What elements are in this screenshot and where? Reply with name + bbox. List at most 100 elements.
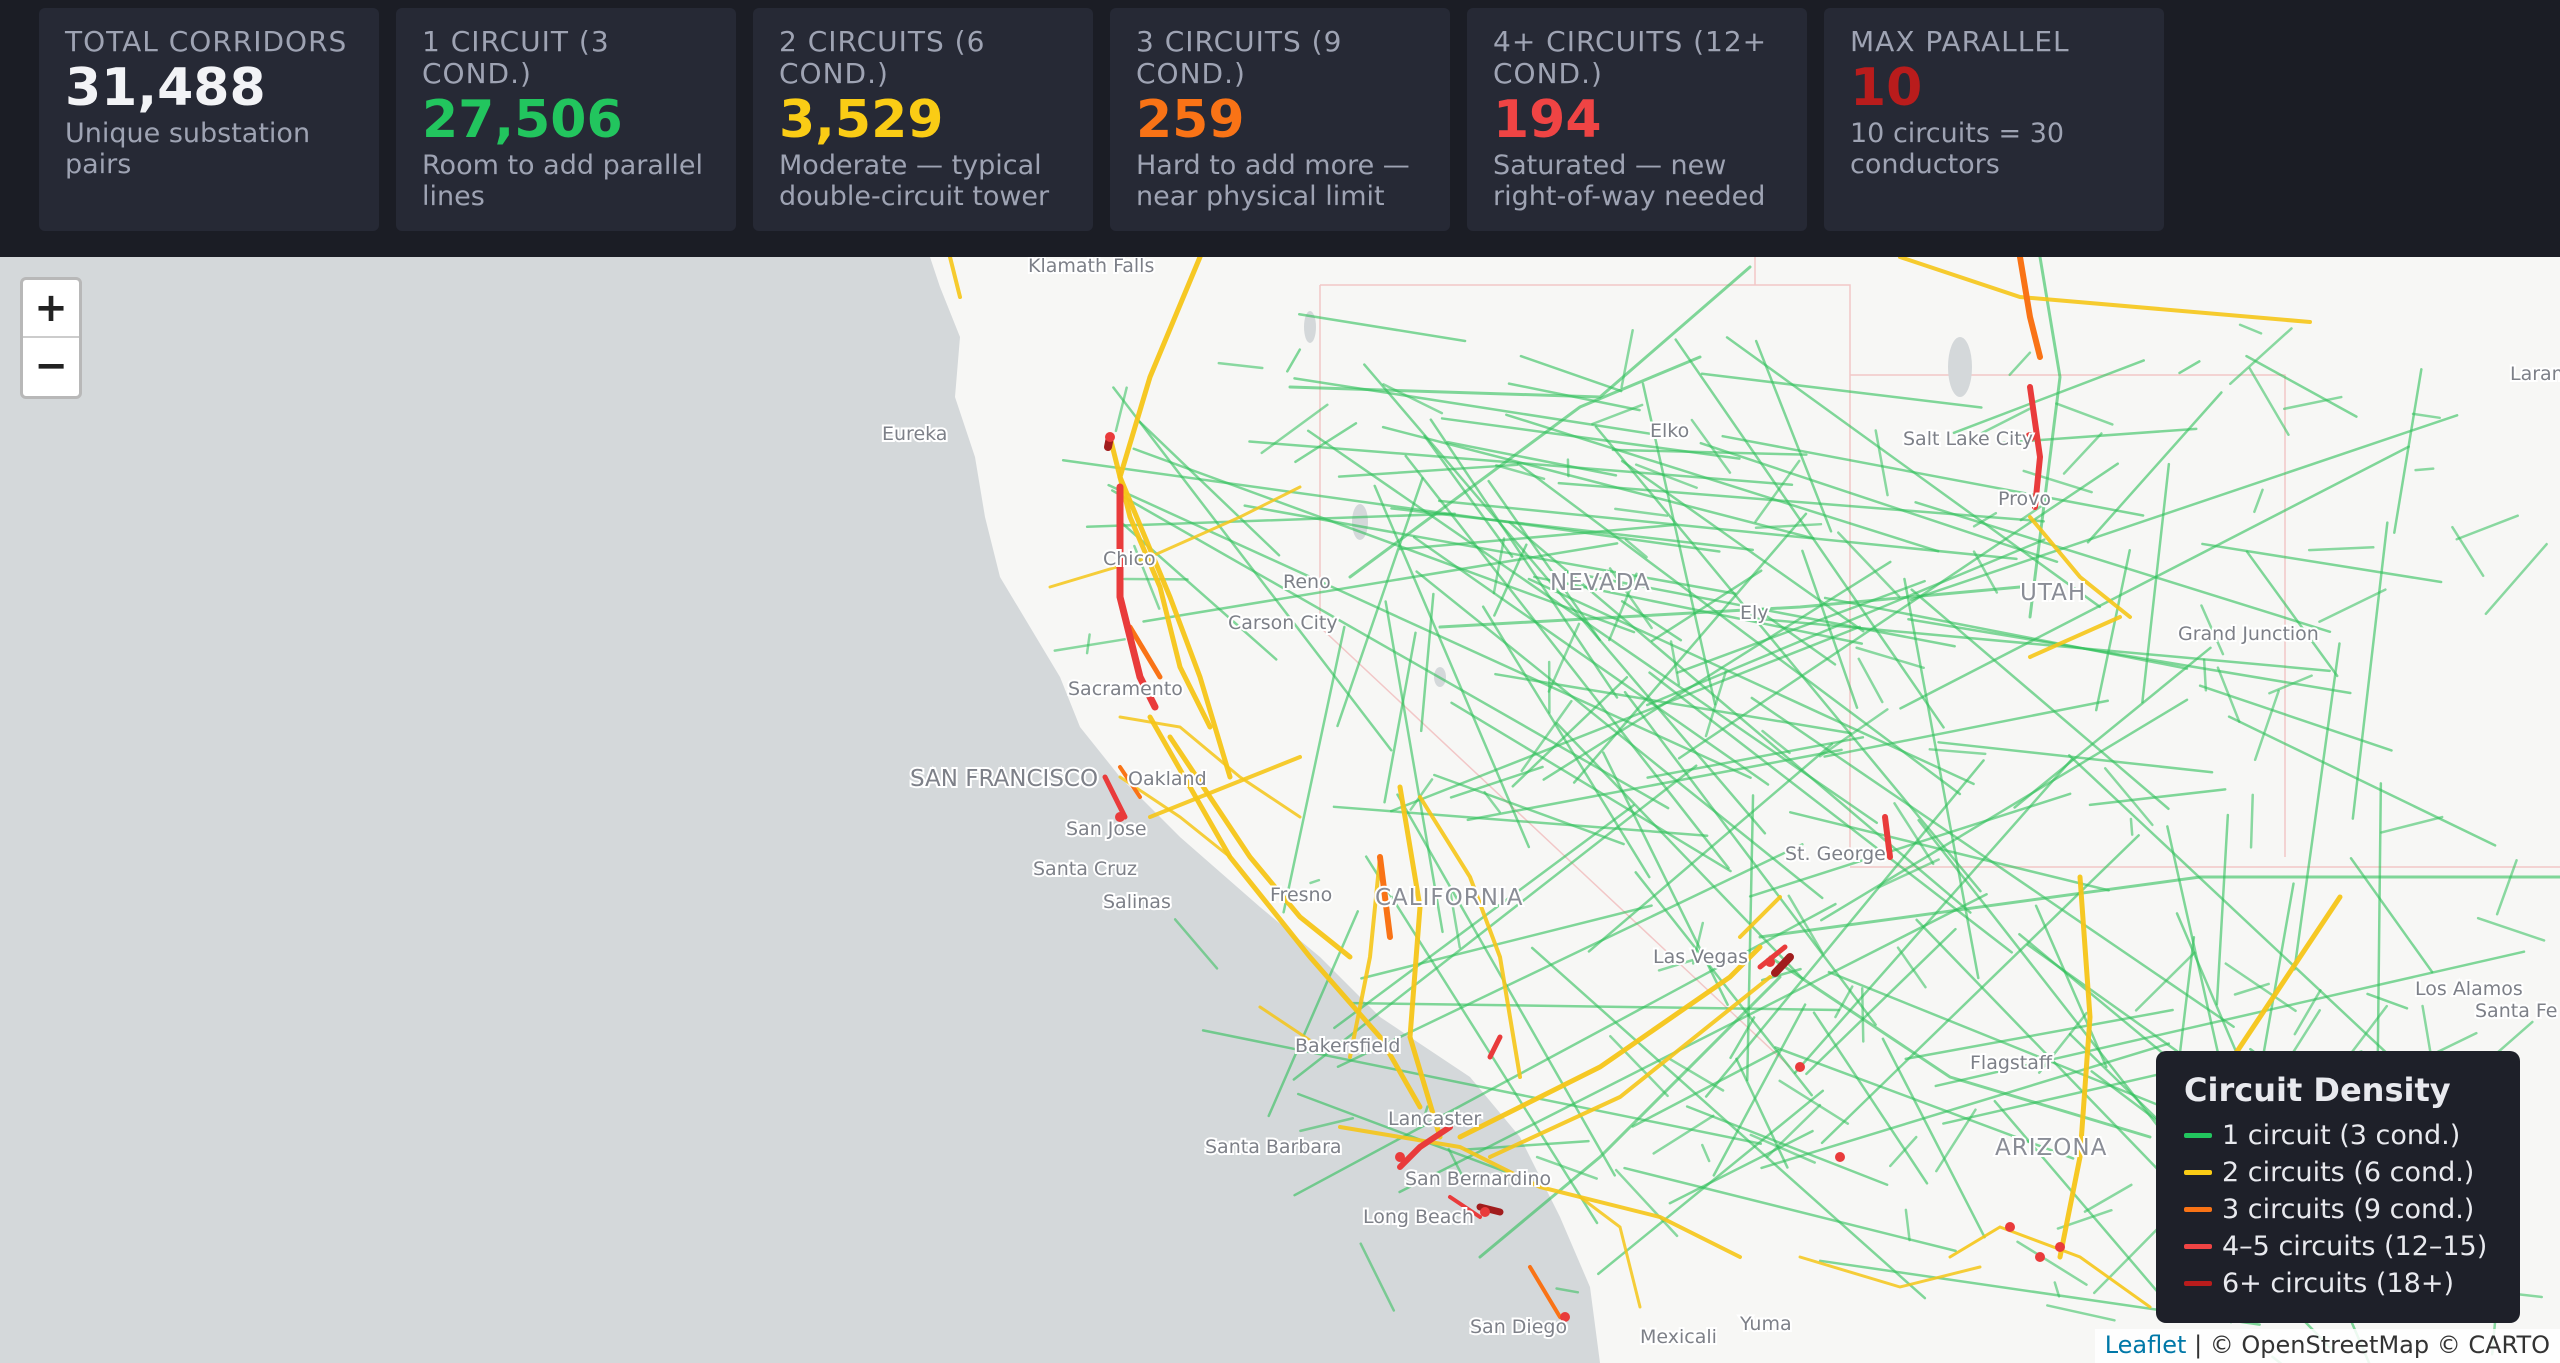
- legend-label: 3 circuits (9 cond.): [2222, 1194, 2475, 1225]
- power-line: [1118, 775, 1232, 859]
- power-line: [2227, 715, 2497, 847]
- city-label: Mexicali: [1640, 1326, 1717, 1348]
- power-line: [2134, 951, 2196, 1012]
- power-line: [1634, 463, 1698, 489]
- power-line: [1309, 878, 1321, 885]
- power-line: [1701, 1143, 1711, 1163]
- power-line: [2067, 754, 2391, 1057]
- legend-label: 1 circuit (3 cond.): [2222, 1120, 2461, 1151]
- power-line: [2201, 542, 2443, 584]
- power-line: [1972, 511, 1998, 528]
- legend-label: 2 circuits (6 cond.): [2222, 1157, 2475, 1188]
- stat-subtitle: Saturated — new right-of-way needed: [1493, 150, 1766, 212]
- city-label: Oakland: [1128, 768, 1207, 790]
- power-line: [1364, 855, 1599, 1225]
- power-line: [1118, 715, 1302, 819]
- state-label: UTAH: [2020, 580, 2086, 606]
- power-line: [1948, 1225, 2152, 1309]
- power-line: [1282, 625, 1346, 914]
- power-line: [1547, 622, 1581, 693]
- city-label: Flagstaff: [1970, 1052, 2053, 1074]
- power-line: [1700, 372, 1983, 409]
- zoom-out-button[interactable]: −: [34, 343, 68, 389]
- power-line: [1112, 386, 1393, 752]
- power-line: [1419, 592, 1435, 733]
- power-line: [1789, 811, 2110, 892]
- map-view[interactable]: NEVADA UTAH CALIFORNIA ARIZONA SAN FRANC…: [0, 257, 2560, 1363]
- power-line: [1288, 265, 1752, 399]
- legend-label: 6+ circuits (18+): [2222, 1268, 2454, 1299]
- power-line: [1457, 944, 1763, 1140]
- city-label: Klamath Falls: [1028, 257, 1154, 277]
- leaflet-link[interactable]: Leaflet: [2104, 1331, 2187, 1359]
- power-line: [1450, 701, 1732, 873]
- legend-item: 4–5 circuits (12–15): [2184, 1228, 2492, 1265]
- power-line: [1258, 1005, 1322, 1049]
- power-line: [1286, 348, 1302, 373]
- power-line: [1676, 579, 1926, 674]
- city-label: Fresno: [1270, 884, 1332, 906]
- power-line: [1147, 714, 1423, 1110]
- power-line: [1834, 985, 1854, 1019]
- power-line: [1893, 802, 1935, 866]
- power-line: [1409, 778, 1434, 811]
- power-line: [1818, 708, 1889, 758]
- power-line: [1624, 538, 1648, 559]
- substation-dot: [1105, 432, 1115, 442]
- stat-card-total-corridors: TOTAL CORRIDORS 31,488 Unique substation…: [39, 8, 379, 231]
- power-line: [1757, 944, 1788, 970]
- power-line: [2103, 767, 2154, 827]
- stat-value: 10: [1850, 58, 1923, 118]
- power-line: [2086, 391, 2223, 544]
- power-line: [1611, 448, 1808, 456]
- power-line: [1973, 407, 2032, 438]
- power-line: [2253, 689, 2280, 762]
- power-line: [1691, 921, 1705, 965]
- stat-label: TOTAL CORRIDORS: [65, 25, 348, 58]
- power-line: [1623, 690, 1877, 1026]
- power-line: [1535, 1155, 1598, 1180]
- city-label: Ely: [1740, 602, 1769, 624]
- map-attribution: Leaflet | © OpenStreetMap © CARTO: [2094, 1329, 2560, 1363]
- power-line: [2028, 515, 2132, 619]
- power-line: [2451, 525, 2485, 577]
- power-line: [2366, 992, 2409, 1010]
- power-line: [1623, 1166, 1957, 1253]
- power-line: [1704, 759, 1985, 1098]
- power-line: [1448, 1195, 1482, 1219]
- stat-value: 27,506: [422, 90, 623, 150]
- legend-title: Circuit Density: [2184, 1071, 2451, 1109]
- power-line: [2216, 666, 2241, 723]
- power-line: [2028, 615, 2122, 659]
- stat-card-max-parallel: MAX PARALLEL 10 10 circuits = 30 conduct…: [1824, 8, 2164, 231]
- city-label: Sacramento: [1068, 678, 1183, 700]
- power-line: [1793, 758, 2073, 1075]
- power-line: [2178, 360, 2201, 375]
- power-line: [2013, 646, 2212, 809]
- stat-card-2-circuits: 2 CIRCUITS (6 COND.) 3,529 Moderate — ty…: [753, 8, 1093, 231]
- power-line: [1812, 1011, 1929, 1185]
- power-line: [1608, 567, 1653, 630]
- power-line: [1572, 512, 1808, 784]
- substation-dot: [1835, 1152, 1845, 1162]
- zoom-in-button[interactable]: +: [23, 280, 79, 338]
- zoom-control: + −: [20, 277, 82, 399]
- state-borders: [1319, 257, 2560, 1068]
- city-label: Santa Fe: [2475, 1000, 2557, 1022]
- power-line: [1423, 434, 1514, 558]
- power-line: [2307, 546, 2375, 552]
- power-line: [2202, 658, 2208, 692]
- power-line: [1748, 792, 2072, 898]
- power-line: [1516, 462, 1962, 796]
- power-line: [1404, 454, 1730, 870]
- power-line: [1493, 543, 1528, 617]
- power-line: [2283, 395, 2343, 411]
- map-canvas[interactable]: NEVADA UTAH CALIFORNIA ARIZONA SAN FRANC…: [0, 257, 2560, 1363]
- power-line: [2055, 402, 2114, 426]
- power-line: [1360, 904, 1653, 980]
- power-line: [1898, 257, 2312, 324]
- power-line: [1607, 572, 1638, 642]
- city-label: St. George: [1785, 843, 1886, 865]
- power-line: [1478, 975, 1782, 1259]
- power-line: [1805, 927, 1957, 1076]
